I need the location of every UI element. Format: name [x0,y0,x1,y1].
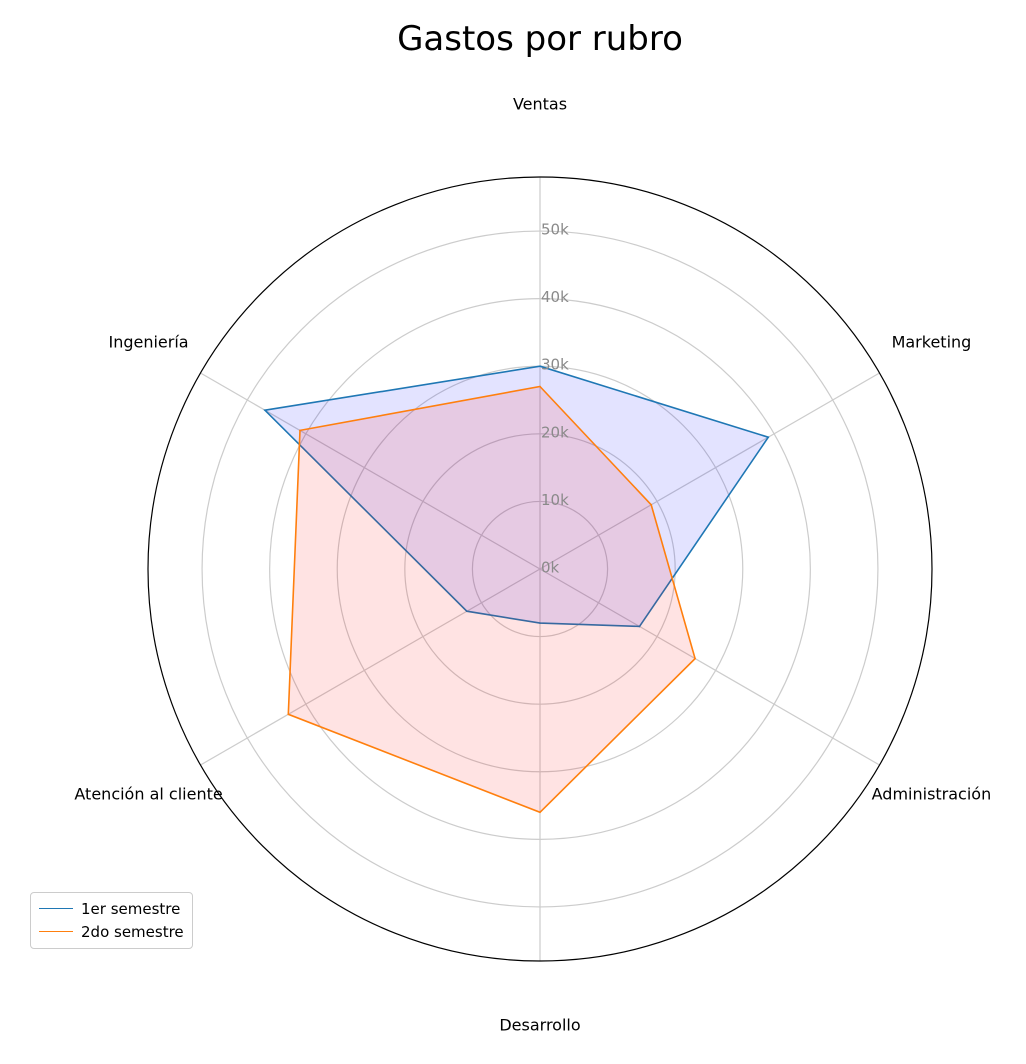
category-label-5: Ingeniería [108,333,188,352]
category-label-1: Marketing [892,333,972,352]
tick-label-5: 50k [541,221,569,239]
tick-label-4: 40k [541,288,569,306]
series-fill-1 [264,366,769,627]
outer-frame [147,176,933,962]
point-series-1-2 [638,625,641,628]
point-series-2-0 [539,385,541,388]
legend-item-series-1: 1er semestre [39,897,184,920]
spoke-1 [539,372,880,570]
point-series-1-0 [539,365,541,368]
category-labels: Ventas Marketing Administración Desarrollo A… [74,95,991,1035]
category-label-0: Ventas [513,95,567,114]
spoke-4 [200,568,541,766]
point-series-2-4 [287,713,290,716]
point-series-2-2 [694,657,696,660]
tick-label-1: 10k [541,491,569,509]
category-label-3: Desarrollo [499,1016,580,1035]
legend-item-series-2: 2do semestre [39,920,184,943]
spoke-5 [200,372,541,570]
point-series-1-3 [539,622,541,624]
point-series-2-5 [299,429,301,432]
tick-label-0: 0k [541,559,560,577]
category-label-2: Administración [872,785,992,804]
category-label-4: Atención al cliente [74,785,222,804]
point-series-2-3 [539,811,541,814]
series-layer [263,365,770,814]
spoke-2 [539,568,880,766]
point-series-2-1 [650,503,653,506]
tick-label-2: 20k [541,423,569,441]
point-series-1-4 [466,610,468,613]
legend-swatch-series-2 [39,931,73,932]
series-fill-2 [288,386,696,813]
point-series-1-5 [264,409,266,411]
legend: 1er semestre 2do semestre [30,892,193,949]
legend-swatch-series-1 [39,908,73,909]
legend-label-series-1: 1er semestre [81,899,181,918]
tick-label-3: 30k [541,356,569,374]
tick-labels: 0k 10k 20k 30k 40k 50k [541,221,569,577]
point-series-1-1 [767,436,770,439]
radar-grid [147,176,933,962]
legend-label-series-2: 2do semestre [81,922,184,941]
chart-title: Gastos por rubro [397,19,683,59]
